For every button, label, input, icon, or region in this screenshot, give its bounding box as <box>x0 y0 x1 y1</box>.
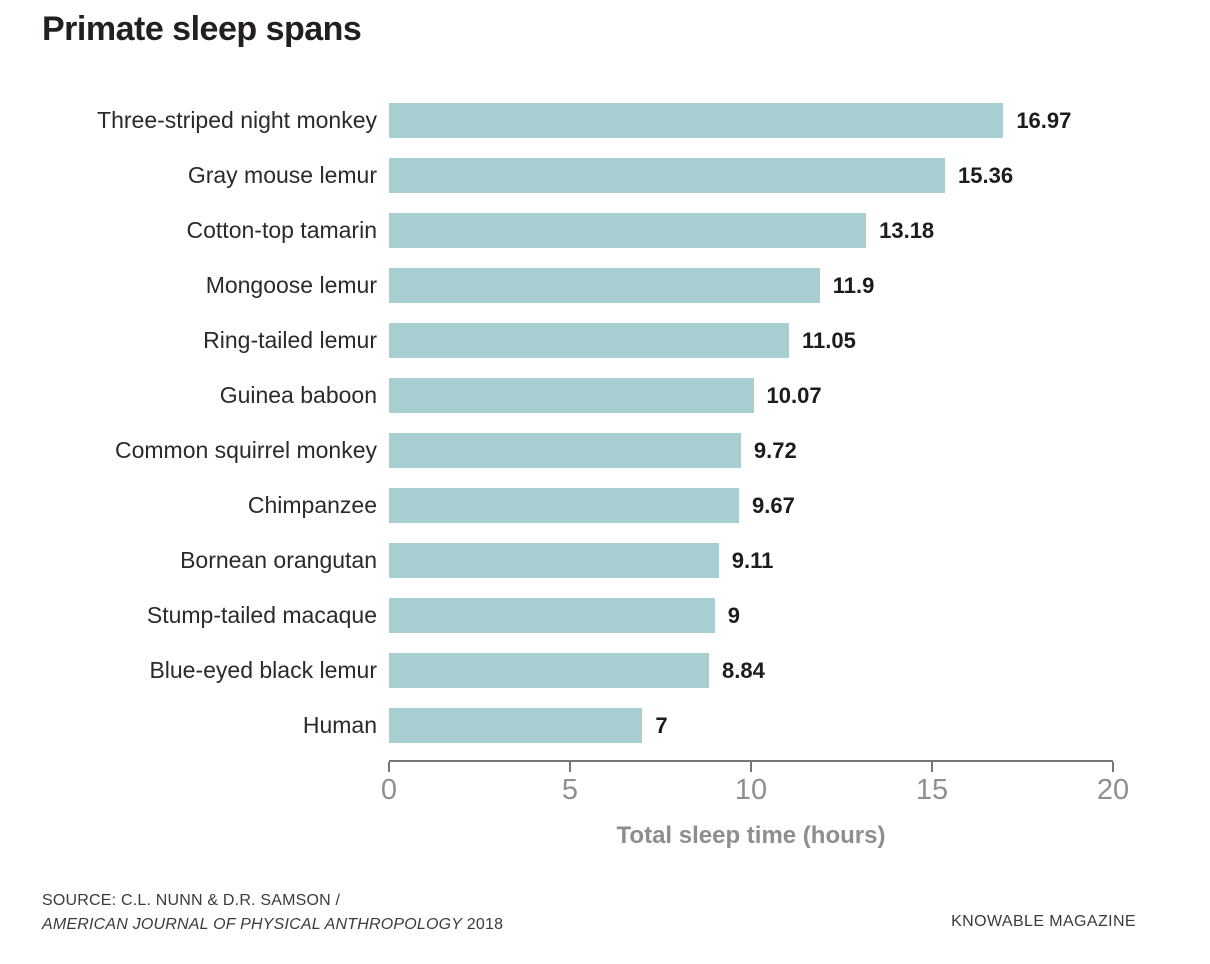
x-axis-tick-label: 10 <box>734 774 768 806</box>
bar <box>389 103 1004 138</box>
value-label: 13.18 <box>879 218 935 243</box>
source-line-1: SOURCE: C.L. NUNN & D.R. SAMSON / <box>42 892 341 909</box>
bar-row: Mongoose lemur 11.9 <box>0 268 1210 323</box>
category-label: Guinea baboon <box>219 382 377 408</box>
bar-row: Human 7 <box>0 708 1210 763</box>
x-axis-tick-label: 5 <box>561 774 579 806</box>
bar-row: Common squirrel monkey 9.72 <box>0 433 1210 488</box>
bar-row: Cotton-top tamarin 13.18 <box>0 213 1210 268</box>
bar-track: 10.07 <box>389 378 1210 413</box>
bar <box>389 378 754 413</box>
bar-track: 8.84 <box>389 653 1210 688</box>
category-label: Chimpanzee <box>247 492 377 518</box>
x-axis-title: Total sleep time (hours) <box>616 822 886 849</box>
category-label: Cotton-top tamarin <box>186 217 377 243</box>
value-label: 10.07 <box>766 383 822 408</box>
bar-row: Gray mouse lemur 15.36 <box>0 158 1210 213</box>
x-axis-tick-label: 0 <box>380 774 398 806</box>
category-label: Mongoose lemur <box>205 272 377 298</box>
category-label: Ring-tailed lemur <box>203 327 377 353</box>
bar <box>389 268 820 303</box>
bar-track: 9 <box>389 598 1210 633</box>
value-label: 8.84 <box>722 658 765 683</box>
value-label: 11.05 <box>802 328 856 353</box>
category-label: Stump-tailed macaque <box>146 602 377 628</box>
bar-track: 9.72 <box>389 433 1210 468</box>
category-label: Gray mouse lemur <box>187 162 377 188</box>
x-axis: 0 5 10 15 20 Total sleep time (hours) <box>381 760 1129 860</box>
chart-title: Primate sleep spans <box>42 10 362 48</box>
bar-row: Chimpanzee 9.67 <box>0 488 1210 543</box>
value-label: 15.36 <box>958 163 1014 188</box>
bar <box>389 543 719 578</box>
source-year: 2018 <box>462 916 504 933</box>
bar-track: 7 <box>389 708 1210 743</box>
source-journal: AMERICAN JOURNAL OF PHYSICAL ANTHROPOLOG… <box>42 916 463 933</box>
source-line-2: AMERICAN JOURNAL OF PHYSICAL ANTHROPOLOG… <box>42 913 503 937</box>
bar <box>389 323 789 358</box>
category-label: Human <box>302 712 377 738</box>
x-axis-tick-label: 20 <box>1096 774 1130 806</box>
publisher-credit: KNOWABLE MAGAZINE <box>951 913 1136 930</box>
value-label: 16.97 <box>1016 108 1072 133</box>
category-label: Common squirrel monkey <box>114 437 377 463</box>
bar <box>389 213 867 248</box>
value-label: 9 <box>727 603 741 628</box>
x-axis-tick-label: 15 <box>915 774 949 806</box>
bar-track: 15.36 <box>389 158 1210 193</box>
bar <box>389 433 741 468</box>
bar <box>389 158 946 193</box>
bar <box>389 653 709 688</box>
bar-row: Guinea baboon 10.07 <box>0 378 1210 433</box>
x-axis-line <box>389 760 1113 762</box>
bar-row: Bornean orangutan 9.11 <box>0 543 1210 598</box>
x-axis-tick <box>750 762 752 772</box>
x-axis-tick <box>388 762 390 772</box>
value-label: 9.11 <box>731 548 774 573</box>
bar-rows: Three-striped night monkey 16.97 Gray mo… <box>0 103 1210 763</box>
bar-track: 9.67 <box>389 488 1210 523</box>
source-note: SOURCE: C.L. NUNN & D.R. SAMSON / AMERIC… <box>42 889 503 937</box>
bar-row: Three-striped night monkey 16.97 <box>0 103 1210 158</box>
bar-row: Ring-tailed lemur 11.05 <box>0 323 1210 378</box>
bar-track: 11.9 <box>389 268 1210 303</box>
category-label: Three-striped night monkey <box>97 107 377 133</box>
bar-track: 16.97 <box>389 103 1210 138</box>
category-label: Blue-eyed black lemur <box>149 657 377 683</box>
value-label: 9.72 <box>753 438 797 463</box>
bar-track: 13.18 <box>389 213 1210 248</box>
bar <box>389 708 643 743</box>
value-label: 7 <box>655 713 668 738</box>
bar-track: 11.05 <box>389 323 1210 358</box>
bar <box>389 488 740 523</box>
x-axis-tick <box>569 762 571 772</box>
bar <box>389 598 715 633</box>
bar-row: Stump-tailed macaque 9 <box>0 598 1210 653</box>
x-axis-tick <box>931 762 933 772</box>
category-label: Bornean orangutan <box>180 547 377 573</box>
bar-track: 9.11 <box>389 543 1210 578</box>
value-label: 9.67 <box>752 493 795 518</box>
value-label: 11.9 <box>832 273 875 298</box>
bar-row: Blue-eyed black lemur 8.84 <box>0 653 1210 708</box>
x-axis-tick <box>1112 762 1114 772</box>
